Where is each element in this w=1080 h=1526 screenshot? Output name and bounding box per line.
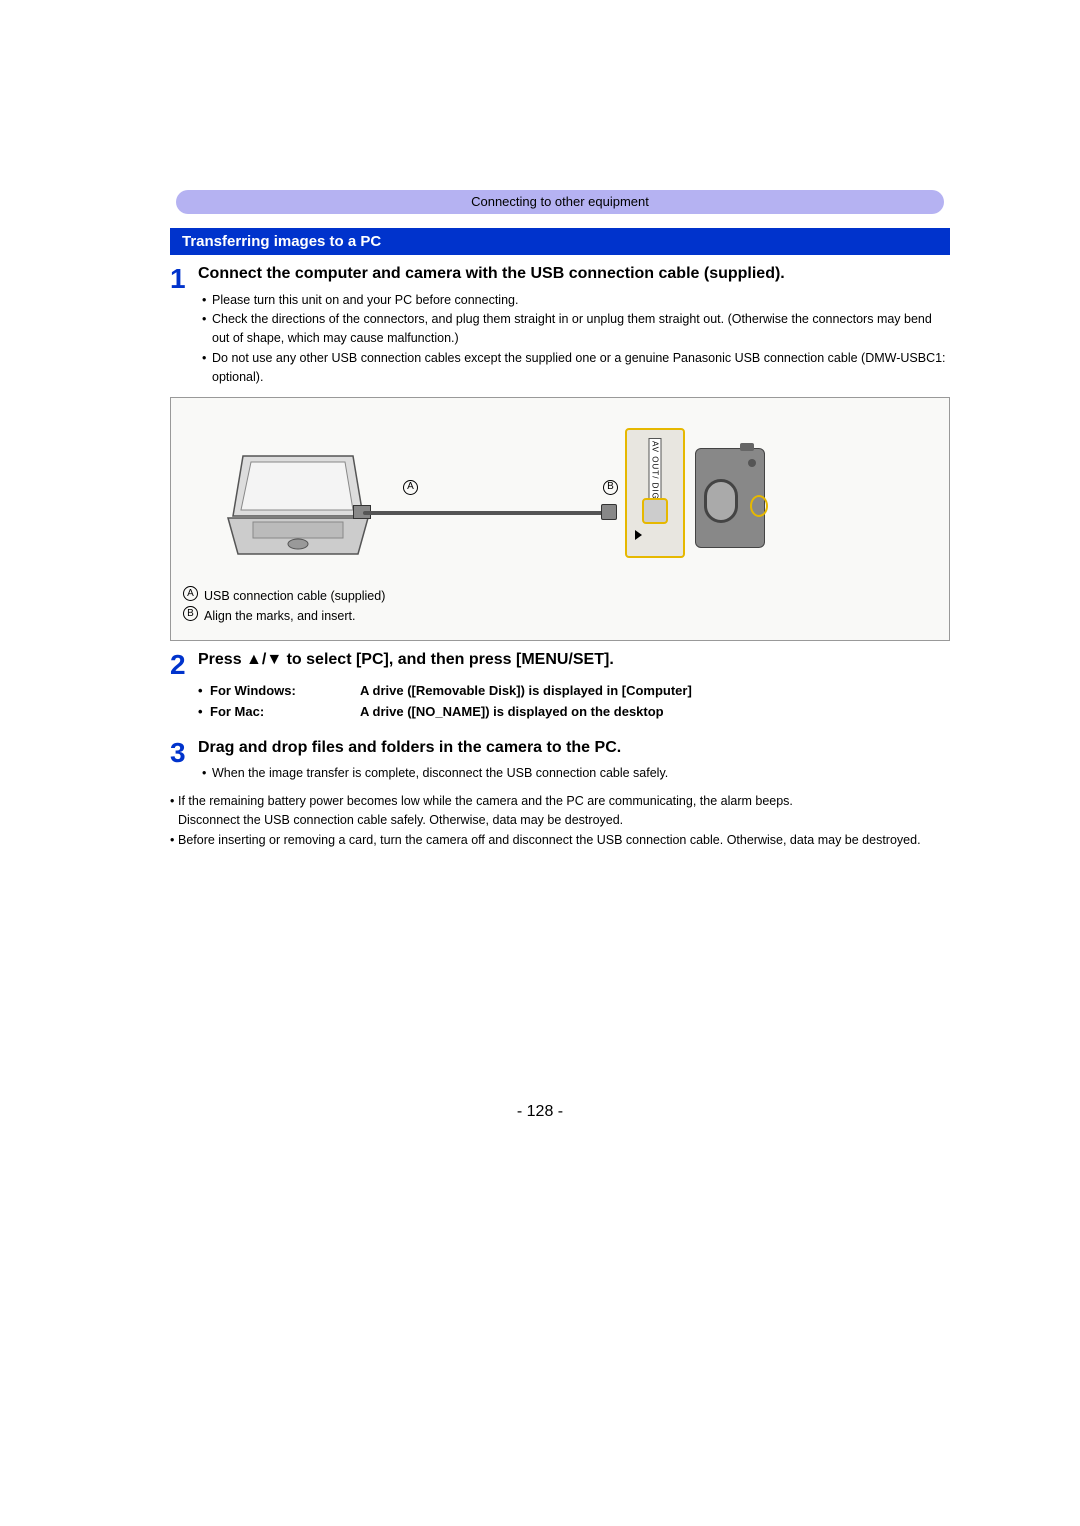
bullet-dot: •: [202, 291, 212, 310]
os-row-mac: • For Mac: A drive ([NO_NAME]) is displa…: [198, 702, 950, 723]
bullet-dot: •: [202, 310, 212, 348]
label-a-mark: A: [403, 480, 418, 495]
legend-row: B Align the marks, and insert.: [183, 606, 937, 626]
step-number: 3: [170, 737, 198, 784]
step-bullets: •When the image transfer is complete, di…: [198, 764, 950, 783]
os-value: A drive ([NO_NAME]) is displayed on the …: [360, 702, 950, 723]
step-title: Press ▲/▼ to select [PC], and then press…: [198, 649, 950, 671]
bullet-dot: •: [198, 702, 210, 723]
bullet-text: Please turn this unit on and your PC bef…: [212, 291, 950, 310]
bullet-dot: •: [198, 681, 210, 702]
camera-port-zoom: AV OUT/ DIGITAL: [625, 428, 685, 558]
usb-connector-b: [601, 504, 617, 520]
os-key: For Windows:: [210, 681, 360, 702]
step-3: 3 Drag and drop files and folders in the…: [170, 737, 950, 784]
footer-notes: •If the remaining battery power becomes …: [170, 792, 950, 850]
legend-mark: B: [183, 606, 198, 621]
step-title: Drag and drop files and folders in the c…: [198, 737, 950, 759]
step-bullets: •Please turn this unit on and your PC be…: [198, 291, 950, 387]
bullet-dot: •: [170, 831, 178, 850]
step-2: 2 Press ▲/▼ to select [PC], and then pre…: [170, 649, 950, 728]
camera-lens: [704, 479, 738, 523]
camera-icon: [695, 448, 765, 548]
step-title: Connect the computer and camera with the…: [198, 263, 950, 285]
camera-led: [748, 459, 756, 467]
laptop-icon: [223, 446, 373, 566]
bullet-text: Check the directions of the connectors, …: [212, 310, 950, 348]
os-key: For Mac:: [210, 702, 360, 723]
label-b-mark: B: [603, 480, 618, 495]
section-title: Transferring images to a PC: [182, 233, 381, 250]
legend-text: Align the marks, and insert.: [204, 606, 355, 626]
step-number: 2: [170, 649, 198, 728]
camera-shutter: [740, 443, 754, 451]
connection-diagram: A B AV OUT/ DIGITAL A USB connection cab…: [170, 397, 950, 641]
note-text: Before inserting or removing a card, tur…: [178, 831, 950, 850]
section-title-bar: Transferring images to a PC: [170, 228, 950, 255]
bullet-dot: •: [202, 349, 212, 387]
legend-text: USB connection cable (supplied): [204, 586, 385, 606]
bullet-text: Do not use any other USB connection cabl…: [212, 349, 950, 387]
os-row-windows: • For Windows: A drive ([Removable Disk]…: [198, 681, 950, 702]
bullet-dot: •: [170, 792, 178, 830]
os-table: • For Windows: A drive ([Removable Disk]…: [198, 681, 950, 723]
bullet-text: When the image transfer is complete, dis…: [212, 764, 950, 783]
camera-port-highlight: [750, 495, 768, 517]
page-number: - 128 -: [0, 1103, 1080, 1121]
step-number: 1: [170, 263, 198, 387]
legend-row: A USB connection cable (supplied): [183, 586, 937, 606]
step-body: Connect the computer and camera with the…: [198, 263, 950, 387]
diagram-canvas: A B AV OUT/ DIGITAL: [183, 416, 937, 576]
manual-page: Connecting to other equipment Transferri…: [0, 0, 1080, 1526]
usb-cable: [363, 511, 603, 515]
port-highlight: [642, 498, 668, 524]
legend-mark: A: [183, 586, 198, 601]
step-body: Press ▲/▼ to select [PC], and then press…: [198, 649, 950, 728]
breadcrumb-text: Connecting to other equipment: [471, 194, 649, 209]
diagram-label-b: B: [603, 476, 624, 495]
step-body: Drag and drop files and folders in the c…: [198, 737, 950, 784]
os-value: A drive ([Removable Disk]) is displayed …: [360, 681, 950, 702]
note-text: If the remaining battery power becomes l…: [178, 792, 950, 830]
bullet-dot: •: [202, 764, 212, 783]
diagram-label-a: A: [403, 476, 424, 495]
insert-arrow-icon: [635, 530, 642, 540]
step-1: 1 Connect the computer and camera with t…: [170, 263, 950, 387]
breadcrumb-pill: Connecting to other equipment: [176, 190, 944, 214]
